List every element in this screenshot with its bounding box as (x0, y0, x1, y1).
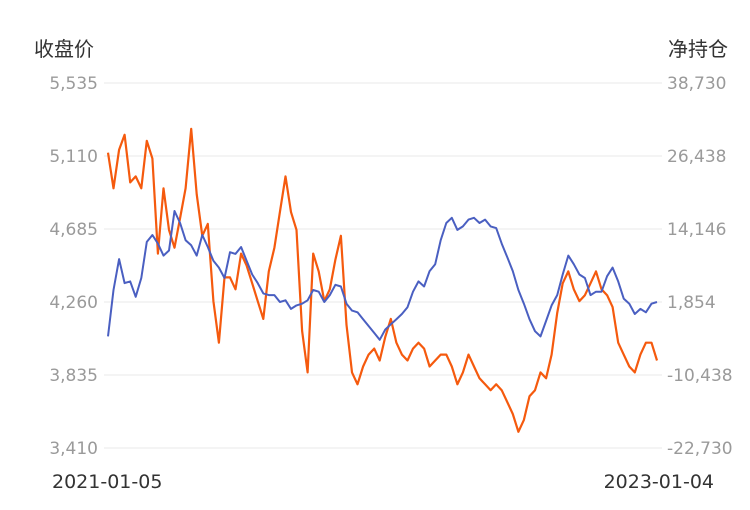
left-tick-label: 4,260 (49, 293, 98, 313)
gridlines (104, 82, 662, 449)
right-tick-label: -10,438 (667, 366, 733, 386)
net-position-series-line (106, 127, 659, 433)
x-axis-start-date: 2021-01-05 (52, 471, 162, 493)
right-axis-title: 净持仓 (668, 37, 728, 61)
price-series-line (107, 210, 658, 341)
left-axis-ticks: 5,535 5,110 4,685 4,260 3,835 3,410 (49, 74, 98, 459)
left-tick-label: 3,835 (49, 366, 98, 386)
right-tick-label: 1,854 (667, 293, 716, 313)
right-axis-ticks: 38,730 26,438 14,146 1,854 -10,438 -22,730 (667, 74, 733, 459)
left-axis-title: 收盘价 (34, 37, 94, 61)
right-tick-label: 38,730 (667, 74, 726, 94)
x-axis-end-date: 2023-01-04 (604, 471, 714, 493)
right-tick-label: 26,438 (667, 147, 726, 167)
right-tick-label: -22,730 (667, 439, 733, 459)
left-tick-label: 3,410 (49, 439, 98, 459)
series-lines (106, 127, 659, 433)
right-tick-label: 14,146 (667, 220, 726, 240)
left-tick-label: 5,110 (49, 147, 98, 167)
left-tick-label: 5,535 (49, 74, 98, 94)
left-tick-label: 4,685 (49, 220, 98, 240)
